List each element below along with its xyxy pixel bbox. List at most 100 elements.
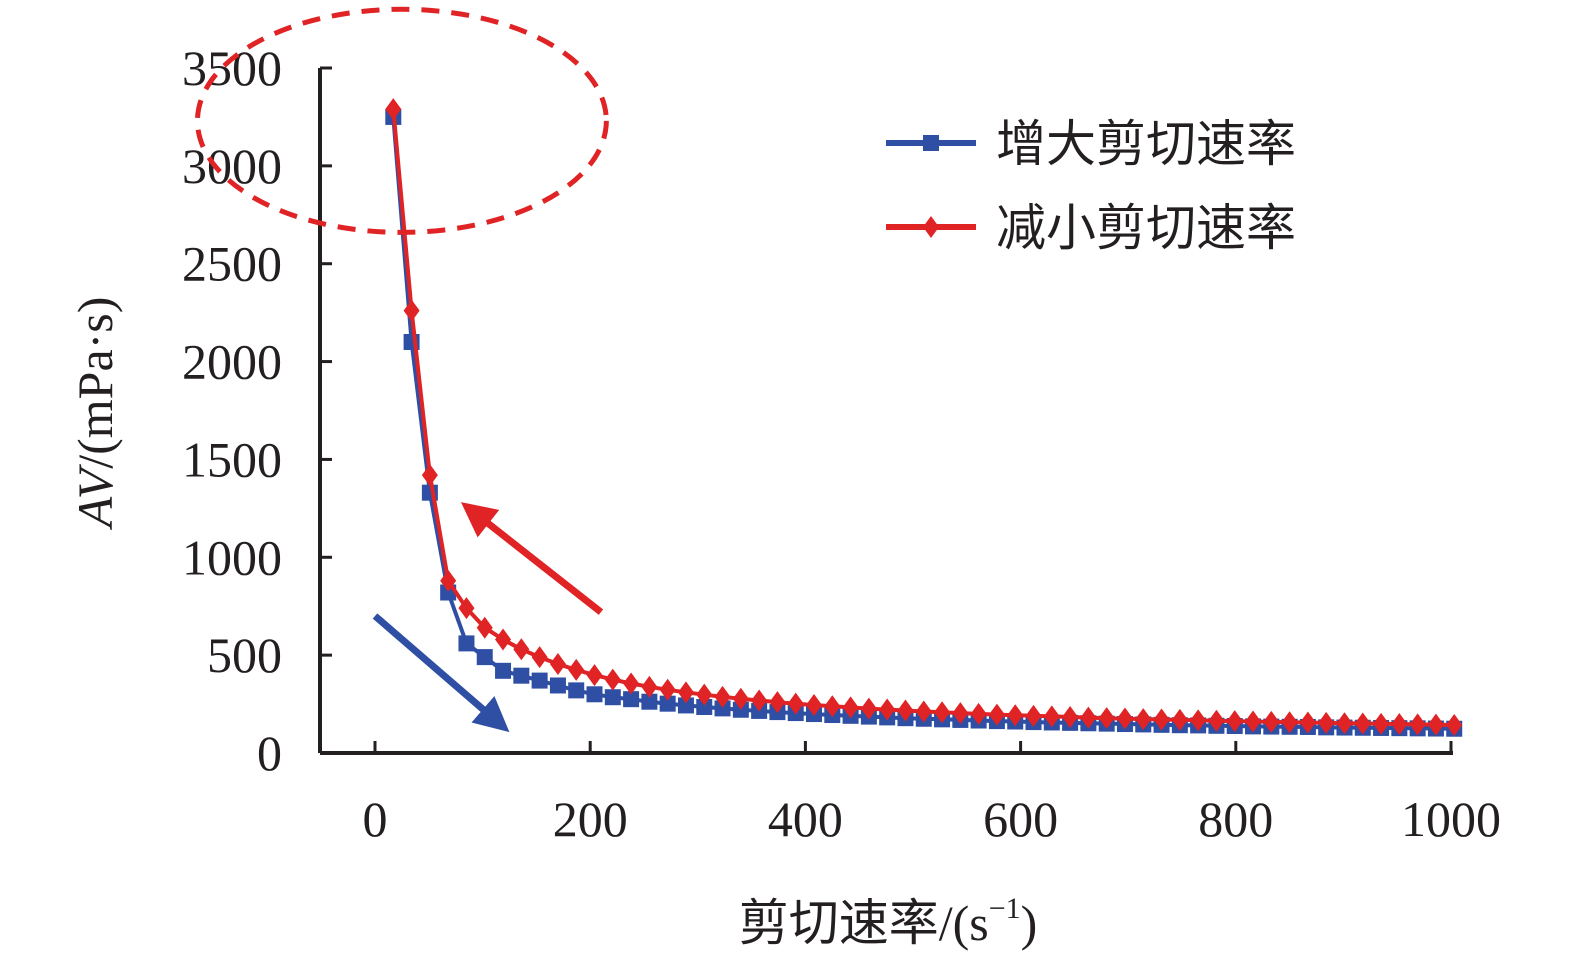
- legend-item: 增大剪切速率: [886, 115, 1296, 173]
- data-point: [897, 699, 914, 722]
- data-point: [549, 652, 566, 675]
- x-tick-label: 200: [553, 791, 628, 847]
- data-point: [806, 694, 823, 717]
- data-point: [476, 616, 493, 639]
- series-2: [385, 98, 1463, 737]
- data-point: [568, 682, 585, 699]
- highlight-ellipse: [194, 6, 609, 235]
- data-point: [934, 701, 951, 724]
- data-point: [476, 649, 493, 666]
- data-point: [1135, 708, 1152, 731]
- data-point: [923, 216, 939, 238]
- data-point: [787, 692, 804, 715]
- data-point: [923, 135, 939, 151]
- data-point: [732, 687, 749, 710]
- legend-label: 减小剪切速率: [996, 199, 1296, 257]
- data-point: [659, 695, 676, 712]
- data-point: [1373, 712, 1390, 735]
- data-point: [1153, 708, 1170, 731]
- plot-area: [385, 98, 1463, 737]
- data-point: [714, 685, 731, 708]
- legend-item: 减小剪切速率: [886, 199, 1296, 257]
- data-point: [641, 675, 658, 698]
- data-point: [879, 698, 896, 721]
- data-point: [714, 700, 731, 717]
- data-point: [586, 664, 603, 687]
- data-point: [915, 700, 932, 723]
- data-point: [1446, 714, 1463, 737]
- y-tick-label: 3500: [182, 40, 282, 96]
- y-tick-label: 1000: [182, 529, 282, 585]
- y-tick-label: 2000: [182, 334, 282, 390]
- trend-arrow: [460, 502, 604, 615]
- data-point: [1171, 708, 1188, 731]
- x-tick-label: 600: [983, 791, 1058, 847]
- x-tick-label: 800: [1198, 791, 1273, 847]
- data-point: [1427, 713, 1444, 736]
- data-point: [1354, 712, 1371, 735]
- data-point: [586, 686, 603, 703]
- x-tick-label: 1000: [1401, 791, 1501, 847]
- data-point: [659, 678, 676, 701]
- data-point: [440, 569, 457, 592]
- data-point: [403, 299, 420, 322]
- data-point: [769, 691, 786, 714]
- data-point: [385, 98, 402, 121]
- y-tick-label: 1500: [182, 431, 282, 487]
- data-point: [1299, 711, 1316, 734]
- data-point: [604, 689, 621, 706]
- data-point: [842, 696, 859, 719]
- data-point: [1409, 713, 1426, 736]
- x-axis-label: 剪切速率/(s−1): [739, 892, 1038, 951]
- data-point: [1391, 713, 1408, 736]
- data-point: [513, 667, 530, 684]
- y-axis-label: AV/(mPa·s): [67, 297, 123, 531]
- data-point: [1208, 709, 1225, 732]
- data-point: [988, 703, 1005, 726]
- data-point: [421, 464, 438, 487]
- data-point: [623, 691, 640, 708]
- y-tick-label: 500: [207, 627, 282, 683]
- legend-label: 增大剪切速率: [996, 115, 1296, 173]
- data-point: [696, 699, 713, 716]
- data-point: [1025, 704, 1042, 727]
- data-point: [751, 689, 768, 712]
- x-tick-label: 0: [363, 791, 388, 847]
- data-point: [696, 683, 713, 706]
- y-tick-label: 2500: [182, 236, 282, 292]
- data-point: [1062, 705, 1079, 728]
- data-point: [677, 697, 694, 714]
- data-point: [1336, 712, 1353, 735]
- x-tick-label: 400: [768, 791, 843, 847]
- data-point: [1007, 704, 1024, 727]
- data-point: [1263, 710, 1280, 733]
- data-point: [824, 695, 841, 718]
- trend-arrow: [372, 613, 510, 733]
- y-tick-label: 0: [257, 725, 282, 781]
- data-point: [641, 693, 658, 710]
- data-point: [970, 702, 987, 725]
- data-point: [458, 635, 475, 652]
- data-point: [495, 628, 512, 651]
- data-point: [458, 597, 475, 620]
- data-point: [623, 672, 640, 695]
- data-point: [549, 677, 566, 694]
- data-point: [952, 702, 969, 725]
- annotations: [194, 6, 609, 733]
- data-point: [604, 668, 621, 691]
- data-point: [531, 646, 548, 669]
- data-point: [531, 672, 548, 689]
- data-point: [1226, 710, 1243, 733]
- data-point: [1080, 706, 1097, 729]
- data-point: [1043, 705, 1060, 728]
- data-point: [1116, 707, 1133, 730]
- data-point: [677, 681, 694, 704]
- data-point: [1098, 707, 1115, 730]
- data-point: [513, 638, 530, 661]
- data-point: [860, 697, 877, 720]
- data-point: [1318, 711, 1335, 734]
- data-point: [568, 658, 585, 681]
- data-point: [1281, 711, 1298, 734]
